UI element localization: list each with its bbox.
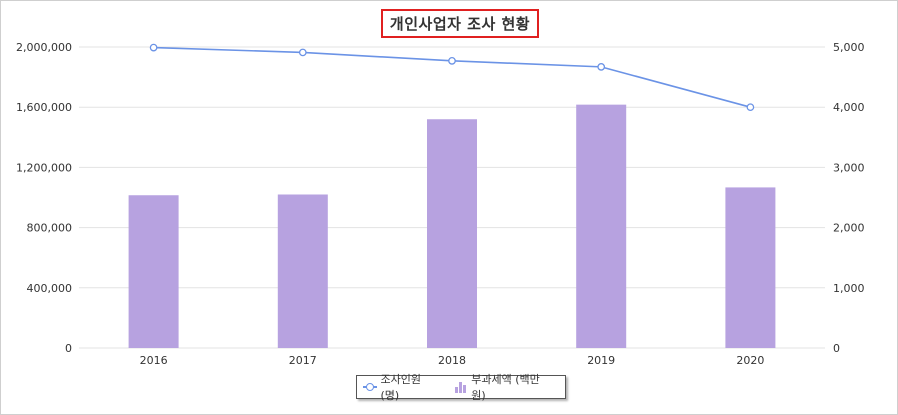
y-left-tick-label: 2,000,000: [16, 41, 72, 54]
x-tick-label: 2020: [736, 354, 764, 367]
x-tick-label: 2018: [438, 354, 466, 367]
y-left-tick-label: 1,200,000: [16, 161, 72, 174]
line-point: [597, 63, 606, 71]
bar: [128, 195, 179, 348]
line-point: [298, 48, 307, 57]
bar: [427, 119, 477, 349]
legend-item-line[interactable]: 조사인원 (명): [363, 371, 441, 403]
bar: [277, 194, 328, 348]
legend-label-line: 조사인원 (명): [380, 373, 421, 402]
x-tick-label: 2016: [140, 354, 168, 367]
legend-item-bar[interactable]: 부과세액 (백만원): [454, 371, 551, 403]
y-left-tick-label: 1,600,000: [16, 101, 72, 114]
line-point: [448, 56, 456, 65]
y-right-tick-label: 3,000: [833, 161, 865, 174]
legend: 조사인원 (명) 부과세액 (백만원): [356, 373, 566, 402]
bar: [576, 104, 627, 348]
y-left-tick-label: 400,000: [27, 282, 73, 295]
line-series: [153, 46, 751, 108]
y-left-tick-label: 800,000: [27, 222, 73, 235]
y-left-tick-label: 0: [65, 342, 72, 355]
y-right-tick-label: 2,000: [833, 222, 865, 235]
legend-label-bar: 부과세액 (백만원): [471, 373, 540, 402]
line-point: [149, 43, 158, 52]
bar-series-icon: [454, 381, 467, 393]
bar: [725, 187, 776, 348]
line-series-icon: [363, 382, 378, 392]
y-right-tick-label: 1,000: [833, 282, 865, 295]
y-right-tick-label: 5,000: [833, 41, 865, 54]
line-point: [746, 103, 755, 112]
x-tick-label: 2019: [587, 354, 615, 367]
y-right-tick-label: 4,000: [833, 101, 865, 114]
y-right-tick-label: 0: [833, 342, 840, 355]
chart-title: 개인사업자 조사 현황: [389, 15, 531, 33]
x-tick-label: 2017: [289, 354, 317, 367]
chart-title-box: 개인사업자 조사 현황: [381, 9, 539, 38]
